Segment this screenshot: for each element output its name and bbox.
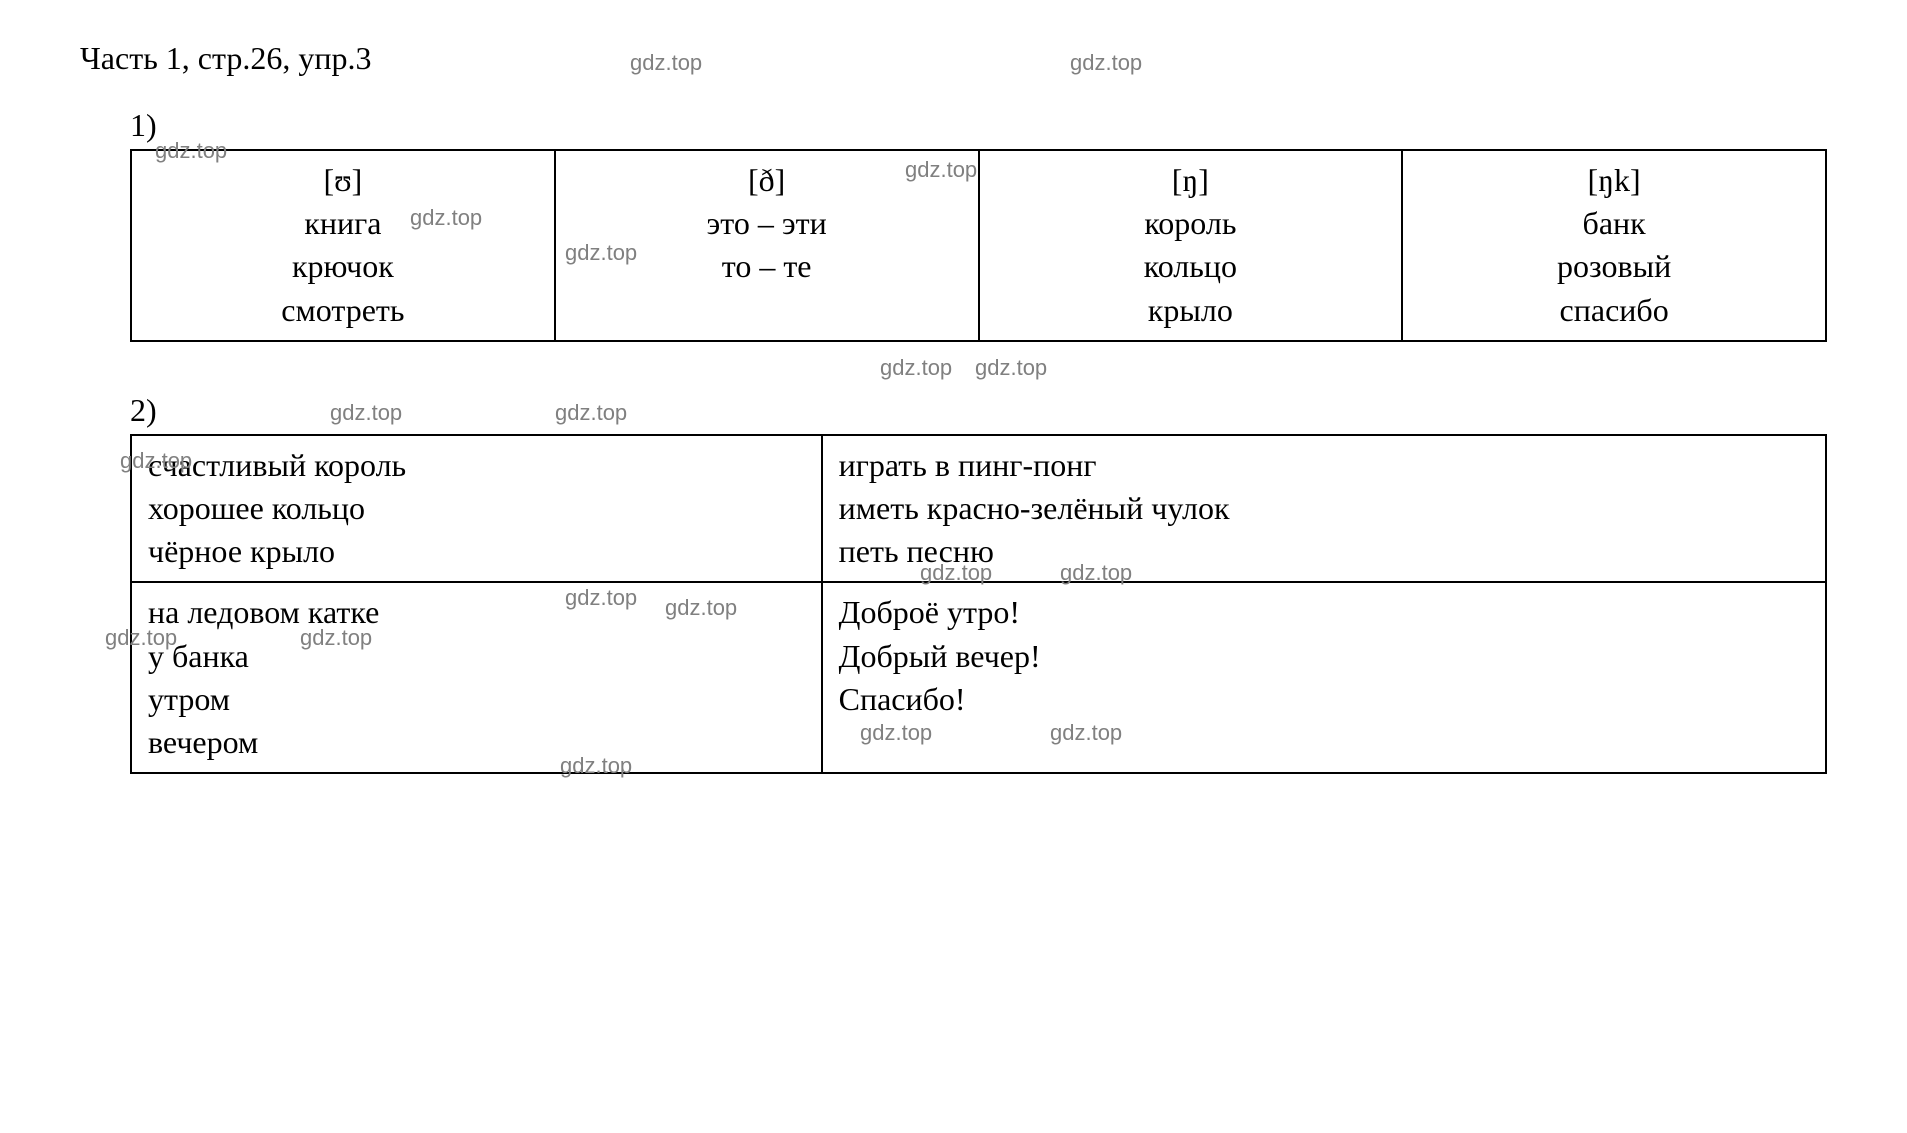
table1-cell-2: [ŋ]королькольцокрыло [979,150,1403,341]
word: король [996,202,1386,245]
phrase: у банка [148,635,805,678]
table1: [ʊ]книгакрючоксмотреть[ð]это – этито – т… [130,149,1827,342]
watermark: gdz.top [1050,720,1122,746]
watermark: gdz.top [665,595,737,621]
watermark: gdz.top [105,625,177,651]
phrase: счастливый король [148,444,805,487]
table2-cell-0: счастливый корольхорошее кольцочёрное кр… [131,435,822,583]
phrase: чёрное крыло [148,530,805,573]
section1-label: 1) [130,107,1827,144]
table1-row: [ʊ]книгакрючоксмотреть[ð]это – этито – т… [131,150,1826,341]
ipa-symbol: [ŋk] [1419,159,1809,202]
watermark: gdz.top [300,625,372,651]
table1-cell-3: [ŋk]банкрозовыйспасибо [1402,150,1826,341]
watermark: gdz.top [1060,560,1132,586]
phrase: вечером [148,721,805,764]
phrase: играть в пинг-понг [839,444,1809,487]
word: это – эти [572,202,962,245]
table2-row2: на ледовом каткеу банкаутромвечером Добр… [131,582,1826,773]
watermark: gdz.top [920,560,992,586]
table2-cell-3: Доброё утро!Добрый вечер!Спасибо! [822,582,1826,773]
watermark: gdz.top [975,355,1047,381]
watermark: gdz.top [555,400,627,426]
watermark: gdz.top [120,448,192,474]
section2-label-text: 2) [130,392,157,428]
phrase: утром [148,678,805,721]
watermark: gdz.top [565,585,637,611]
phrase: иметь красно-зелёный чулок [839,487,1809,530]
word: розовый [1419,245,1809,288]
watermark: gdz.top [155,138,227,164]
ipa-symbol: [ʊ] [148,159,538,202]
page-header: Часть 1, стр.26, упр.3 [80,40,1827,77]
watermark: gdz.top [330,400,402,426]
word: крючок [148,245,538,288]
word: смотреть [148,289,538,332]
watermark: gdz.top [905,157,977,183]
watermark: gdz.top [630,50,702,76]
phrase: Спасибо! [839,678,1809,721]
table2: счастливый корольхорошее кольцочёрное кр… [130,434,1827,774]
header-text: Часть 1, стр.26, упр.3 [80,40,371,76]
word: кольцо [996,245,1386,288]
watermark: gdz.top [860,720,932,746]
section1-label-text: 1) [130,107,157,143]
watermark: gdz.top [560,753,632,779]
ipa-symbol: [ŋ] [996,159,1386,202]
table1-cell-0: [ʊ]книгакрючоксмотреть [131,150,555,341]
watermark: gdz.top [410,205,482,231]
watermark: gdz.top [1070,50,1142,76]
watermark: gdz.top [880,355,952,381]
phrase: Доброё утро! [839,591,1809,634]
word: спасибо [1419,289,1809,332]
word: крыло [996,289,1386,332]
ipa-symbol: [ð] [572,159,962,202]
word: банк [1419,202,1809,245]
phrase: хорошее кольцо [148,487,805,530]
watermark: gdz.top [565,240,637,266]
phrase: Добрый вечер! [839,635,1809,678]
